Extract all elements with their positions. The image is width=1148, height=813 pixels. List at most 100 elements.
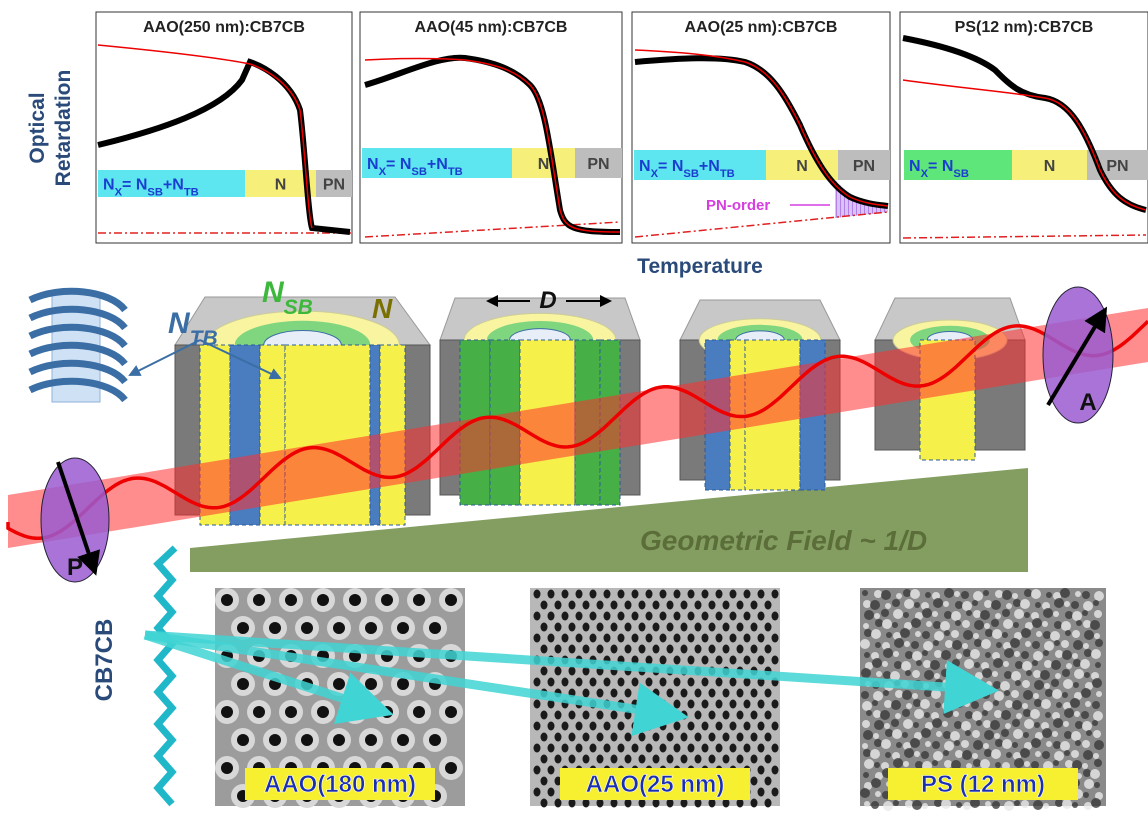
grain (862, 720, 870, 728)
pore (701, 699, 709, 709)
grain (880, 710, 890, 720)
grain (1002, 739, 1012, 749)
grain (994, 710, 1002, 718)
pore (708, 710, 716, 720)
pore (631, 721, 639, 731)
grain (1004, 671, 1012, 679)
pore (750, 776, 758, 786)
pore (750, 754, 758, 764)
grain (951, 760, 961, 770)
grain (1071, 750, 1079, 758)
pore (687, 743, 695, 753)
grain (1064, 601, 1070, 607)
grain (1084, 649, 1092, 657)
grain (1094, 591, 1104, 601)
pore (413, 594, 425, 606)
grain (922, 608, 932, 618)
pore (673, 677, 681, 687)
pore (659, 721, 667, 731)
grain (894, 638, 904, 648)
grain (1012, 742, 1018, 748)
grain (861, 668, 871, 678)
panel-title: AAO(250 nm):CB7CB (143, 19, 305, 36)
pore (652, 622, 660, 632)
phase-band (316, 170, 352, 197)
grain (1053, 718, 1063, 728)
label-part: N (262, 276, 285, 309)
pore (659, 655, 667, 665)
grain (903, 589, 911, 597)
grain (1084, 779, 1094, 789)
grain (935, 702, 941, 708)
pore (533, 589, 541, 599)
grain (1056, 702, 1062, 708)
grain (954, 721, 962, 729)
pore (687, 633, 695, 643)
pore (253, 594, 265, 606)
pore (757, 655, 765, 665)
pore (673, 589, 681, 599)
pore (582, 666, 590, 676)
grain (912, 693, 918, 699)
grain (1095, 639, 1103, 647)
grain (973, 610, 981, 618)
grain (1081, 688, 1091, 698)
pore (743, 611, 751, 621)
grain (1033, 693, 1039, 699)
grain (931, 689, 941, 699)
grain (982, 668, 992, 678)
grain (1014, 632, 1022, 640)
grain (883, 801, 893, 811)
pointer-arrow (144, 630, 689, 736)
grain (885, 603, 891, 609)
label-part: N (909, 158, 921, 175)
pore (397, 622, 409, 634)
grain (1023, 732, 1029, 738)
grain (1024, 742, 1032, 750)
pore (687, 721, 695, 731)
helix (28, 305, 128, 331)
pore (750, 600, 758, 610)
pore (743, 655, 751, 665)
grain (1072, 611, 1082, 621)
image-label: PS (12 nm) (921, 771, 1045, 798)
grain (870, 600, 880, 610)
grain (982, 710, 988, 716)
grain (996, 642, 1002, 648)
grain (891, 719, 899, 727)
pore (694, 754, 702, 764)
pointer-arrow (144, 630, 999, 715)
pore (237, 734, 249, 746)
pore (701, 743, 709, 753)
pore (624, 688, 632, 698)
grain (911, 618, 921, 628)
pore (301, 622, 313, 634)
grain (955, 620, 961, 626)
pore (666, 688, 674, 698)
grain (1073, 640, 1083, 650)
image-label: AAO(180 nm) (264, 771, 416, 798)
pore (285, 594, 297, 606)
grain (930, 660, 940, 670)
pore (568, 798, 576, 808)
grain (864, 759, 874, 769)
grain (954, 591, 960, 597)
grain (995, 613, 1001, 619)
baseline (634, 211, 889, 238)
pore (708, 732, 716, 742)
pore (381, 594, 393, 606)
image-label: AAO(25 nm) (586, 771, 725, 798)
grain (1093, 600, 1099, 606)
pore (617, 721, 625, 731)
pore (533, 743, 541, 753)
grain (1066, 663, 1072, 669)
pore (547, 721, 555, 731)
grain (1031, 761, 1039, 769)
pore (596, 754, 604, 764)
pore (540, 600, 548, 610)
grain (902, 690, 912, 700)
grain (941, 650, 951, 660)
pore (561, 611, 569, 621)
grain (1063, 721, 1069, 727)
grain (1065, 630, 1071, 636)
